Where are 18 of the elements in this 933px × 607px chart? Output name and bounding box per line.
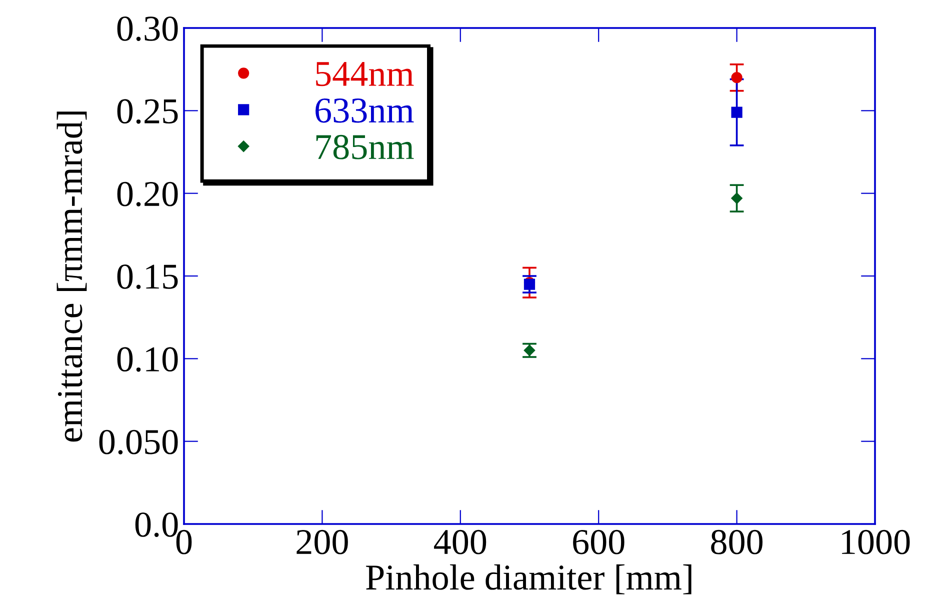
y-tick-label: 0.25 bbox=[117, 99, 178, 124]
x-tick-label: 0 bbox=[176, 530, 192, 554]
y-axis-title: emittance [πmm-mrad] bbox=[56, 112, 87, 442]
y-tick-label: 0.10 bbox=[117, 347, 178, 372]
x-tick-label: 600 bbox=[573, 530, 624, 554]
x-tick-label: 200 bbox=[296, 530, 348, 554]
y-tick-label: 0.15 bbox=[117, 264, 178, 290]
legend-label: 785nm bbox=[316, 134, 414, 160]
x-tick-label: 400 bbox=[434, 530, 486, 554]
y-tick-label: 0.0 bbox=[135, 512, 178, 538]
y-tick-label: 0.20 bbox=[117, 182, 178, 206]
legend-label: 633nm bbox=[316, 98, 414, 123]
x-tick-label: 1000 bbox=[842, 530, 910, 554]
y-tick-label: 0.30 bbox=[117, 16, 178, 42]
x-tick-label: 800 bbox=[711, 530, 763, 554]
legend-label: 544nm bbox=[316, 62, 414, 86]
x-axis-title: Pinhole diamiter [mm] bbox=[366, 564, 692, 594]
y-tick-label: 0.050 bbox=[99, 430, 178, 454]
